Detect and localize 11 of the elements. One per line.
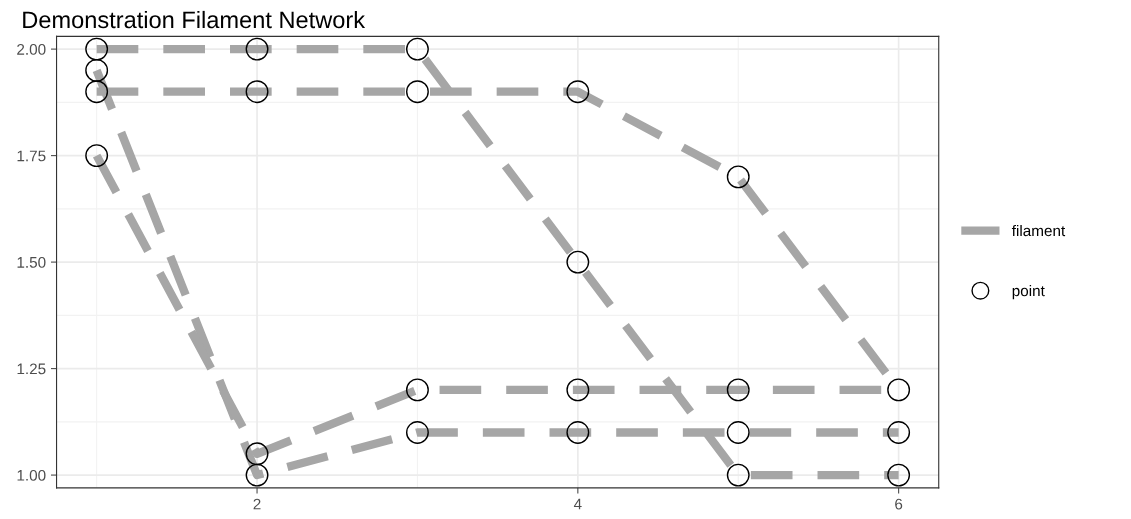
legend-label: filament xyxy=(1011,224,1066,237)
y-tick-label: 2.00 xyxy=(17,43,46,55)
chart-title: Demonstration Filament Network xyxy=(23,10,366,29)
legend-label: point xyxy=(1012,285,1045,300)
x-tick-label: 4 xyxy=(573,498,582,510)
x-tick-label: 2 xyxy=(253,498,261,510)
y-tick-label: 1.00 xyxy=(17,469,46,481)
y-tick-label: 1.50 xyxy=(17,256,46,268)
x-tick-label: 6 xyxy=(895,498,903,510)
y-tick-label: 1.25 xyxy=(17,363,46,375)
y-tick-label: 1.75 xyxy=(17,150,46,162)
